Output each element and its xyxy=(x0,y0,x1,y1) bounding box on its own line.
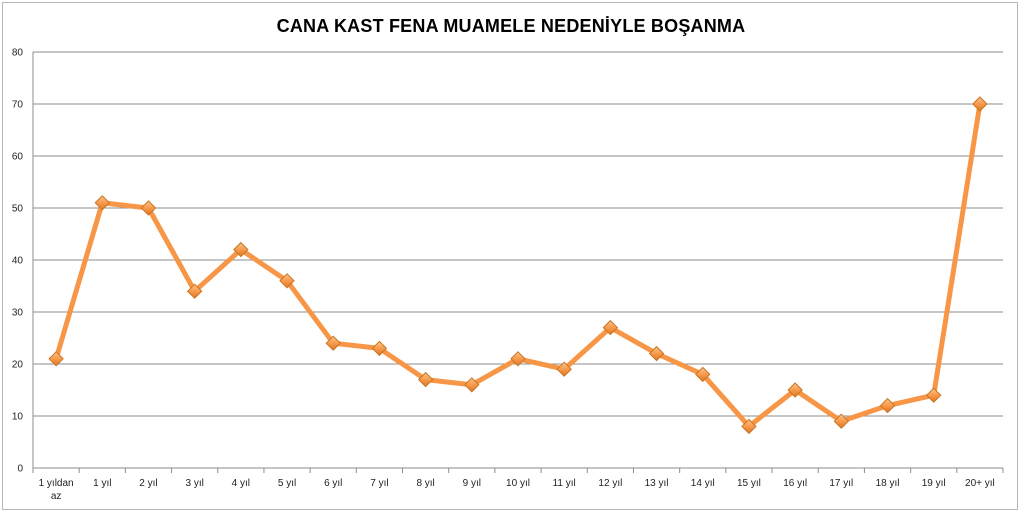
data-point xyxy=(371,340,388,357)
x-tick-label: 14 yıl xyxy=(691,478,715,489)
x-tick-label-line: 15 yıl xyxy=(737,478,761,489)
x-tick-label: 15 yıl xyxy=(737,478,761,489)
data-point xyxy=(741,418,757,435)
y-tick-label: 0 xyxy=(17,464,23,475)
x-tick-label-line: 2 yıl xyxy=(139,478,157,489)
data-point xyxy=(972,96,988,112)
x-tick-label-line: 13 yıl xyxy=(645,478,669,489)
series-line xyxy=(53,101,983,429)
x-tick-label-line: 16 yıl xyxy=(783,478,807,489)
y-tick-label: 20 xyxy=(12,360,24,371)
x-tick-label: 2 yıl xyxy=(139,478,157,489)
data-point xyxy=(695,366,711,383)
data-point xyxy=(926,387,942,403)
data-point xyxy=(833,413,850,429)
x-tick-label: 13 yıl xyxy=(645,478,669,489)
x-tick-label: 10 yıl xyxy=(506,478,530,489)
x-tick-label: 5 yıl xyxy=(278,478,296,489)
data-point xyxy=(648,345,665,362)
y-tick-label: 70 xyxy=(12,100,24,111)
y-tick-label: 30 xyxy=(12,308,24,319)
x-tick-label: 6 yıl xyxy=(324,478,342,489)
y-tick-label: 50 xyxy=(12,204,24,215)
x-tick-label-line: 3 yıl xyxy=(185,478,203,489)
x-tick-label: 4 yıl xyxy=(232,478,250,489)
x-tick-label: 19 yıl xyxy=(922,478,946,489)
x-tick-label-line: 1 yıldan xyxy=(39,478,74,489)
x-tick-label-line: 18 yıl xyxy=(876,478,900,489)
x-tick-label: 18 yıl xyxy=(876,478,900,489)
y-tick-label: 60 xyxy=(12,152,24,163)
data-point xyxy=(787,382,803,398)
data-point xyxy=(417,371,434,388)
x-tick-label: 7 yıl xyxy=(370,478,388,489)
x-tick-label-line: 14 yıl xyxy=(691,478,715,489)
x-tick-label-line: 9 yıl xyxy=(463,478,481,489)
data-point xyxy=(879,397,896,414)
y-tick-label: 40 xyxy=(12,256,24,267)
x-tick-label-line: 19 yıl xyxy=(922,478,946,489)
data-point xyxy=(602,319,619,336)
data-point xyxy=(556,361,572,377)
x-tick-label: 3 yıl xyxy=(185,478,203,489)
data-point xyxy=(233,241,249,258)
x-tick-label-line: 4 yıl xyxy=(232,478,250,489)
data-point xyxy=(186,283,203,299)
x-tick-label-line: 8 yıl xyxy=(416,478,434,489)
x-tick-label-line: 20+ yıl xyxy=(965,478,995,489)
x-tick-label: 1 yıldan az xyxy=(39,478,74,502)
x-tick-label-line: 7 yıl xyxy=(370,478,388,489)
x-tick-label: 8 yıl xyxy=(416,478,434,489)
data-point xyxy=(464,377,480,393)
data-point xyxy=(279,273,295,289)
data-point xyxy=(325,335,341,351)
y-tick-label: 80 xyxy=(12,48,24,59)
chart-title: CANA KAST FENA MUAMELE NEDENİYLE BOŞANMA xyxy=(276,16,746,36)
x-tick-label: 20+ yıl xyxy=(965,478,995,489)
data-point xyxy=(48,351,64,367)
x-tick-label-line: 11 yıl xyxy=(553,478,576,489)
chart-frame: CANA KAST FENA MUAMELE NEDENİYLE BOŞANMA xyxy=(2,2,1018,510)
x-tick-label-line: 17 yıl xyxy=(829,478,853,489)
data-point xyxy=(510,351,526,367)
x-tick-label: 17 yıl xyxy=(829,478,853,489)
x-tick-label: 1 yıl xyxy=(93,478,111,489)
x-tick-label-line: 12 yıl xyxy=(598,478,622,489)
data-point xyxy=(94,195,110,211)
y-tick-label: 10 xyxy=(12,412,24,423)
x-tick-label-line: 5 yıl xyxy=(278,478,296,489)
x-tick-label: 11 yıl xyxy=(553,478,576,489)
x-tick-label: 12 yıl xyxy=(598,478,622,489)
data-point xyxy=(140,200,157,216)
x-tick-label-line: 1 yıl xyxy=(93,478,111,489)
x-tick-label-line: 6 yıl xyxy=(324,478,342,489)
x-tick-label-line: 10 yıl xyxy=(506,478,530,489)
x-tick-label: 9 yıl xyxy=(463,478,481,489)
x-tick-label-line: az xyxy=(51,491,62,502)
x-tick-label: 16 yıl xyxy=(783,478,807,489)
